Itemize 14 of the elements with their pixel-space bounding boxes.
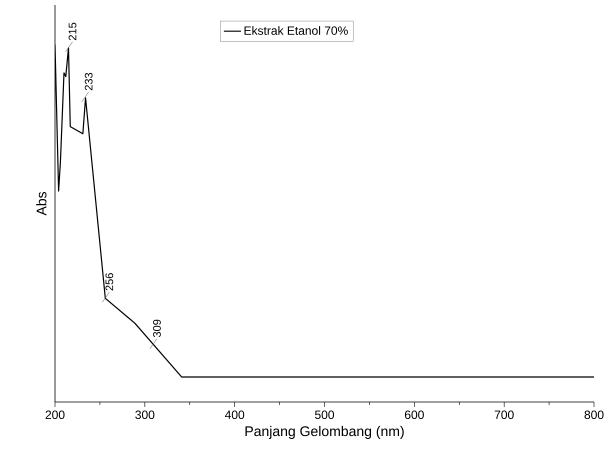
y-axis-title: Abs xyxy=(36,192,46,216)
x-tick-label: 700 xyxy=(494,410,514,420)
annotation: 215 xyxy=(68,22,76,40)
legend-label: Ekstrak Etanol 70% xyxy=(244,26,348,35)
x-tick-label: 300 xyxy=(135,410,154,420)
annotation: 309 xyxy=(153,320,161,338)
annotation: 233 xyxy=(84,72,93,90)
x-axis-title: Panjang Gelombang (nm) xyxy=(245,426,404,439)
annotation: 256 xyxy=(105,273,114,290)
x-tick-label: 400 xyxy=(224,410,244,420)
x-tick-label: 500 xyxy=(314,410,334,420)
x-tick-label: 800 xyxy=(584,410,604,420)
x-tick-label: 200 xyxy=(46,410,65,420)
x-tick-label: 600 xyxy=(404,410,424,420)
